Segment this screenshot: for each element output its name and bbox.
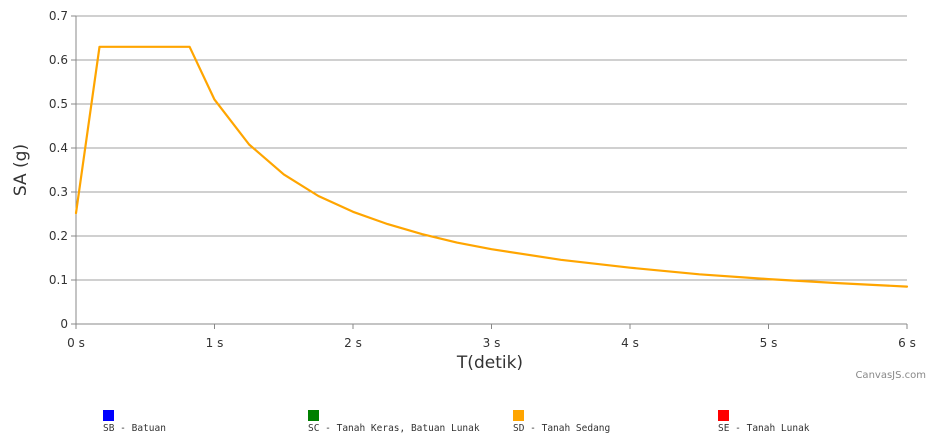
legend-swatch-sb — [103, 410, 114, 421]
legend-label-sd: SD - Tanah Sedang — [513, 423, 611, 434]
legend-label-se: SE - Tanah Lunak — [718, 423, 810, 434]
legend-swatch-sd — [513, 410, 524, 421]
axes — [71, 15, 908, 329]
x-tick-label: 2 s — [344, 336, 362, 350]
series-line-0[interactable] — [74, 45, 909, 288]
y-tick-label: 0.5 — [49, 97, 68, 111]
x-tick-label: 0 s — [67, 336, 85, 350]
legend-swatch-sc — [308, 410, 319, 421]
y-tick-label: 0.4 — [49, 141, 68, 155]
x-axis-title: T(detik) — [456, 353, 523, 373]
y-axis-title: SA (g) — [11, 144, 31, 196]
legend: SB - Batuan SC - Tanah Keras, Batuan Lun… — [0, 410, 928, 445]
grid-lines — [76, 15, 907, 281]
x-tick-label: 6 s — [898, 336, 916, 350]
x-tick-label: 4 s — [621, 336, 639, 350]
y-tick-label: 0.1 — [49, 273, 68, 287]
legend-label-sb: SB - Batuan — [103, 423, 166, 434]
x-tick-label: 5 s — [760, 336, 778, 350]
legend-item-sc[interactable]: SC - Tanah Keras, Batuan Lunak — [308, 410, 483, 434]
y-tick-label: 0.6 — [49, 53, 68, 67]
legend-item-se[interactable]: SE - Tanah Lunak — [718, 410, 888, 434]
legend-label-sc: SC - Tanah Keras, Batuan Lunak — [308, 423, 480, 434]
legend-item-sb[interactable]: SB - Batuan — [103, 410, 273, 434]
tick-labels: 0 0.1 0.2 0.3 0.4 0.5 0.6 0.7 0 s 1 s 2 s 3 s 4 s 5 s… — [49, 9, 916, 350]
x-tick-label: 3 s — [483, 336, 501, 350]
series-layer — [74, 45, 909, 288]
credit-text[interactable]: CanvasJS.com — [855, 370, 926, 381]
y-tick-label: 0.2 — [49, 229, 68, 243]
y-tick-label: 0.3 — [49, 185, 68, 199]
legend-swatch-se — [718, 410, 729, 421]
y-tick-label: 0.7 — [49, 9, 68, 23]
legend-item-sd[interactable]: SD - Tanah Sedang — [513, 410, 683, 434]
y-tick-label: 0 — [60, 317, 68, 331]
x-tick-label: 1 s — [206, 336, 224, 350]
response-spectrum-chart: 0 0.1 0.2 0.3 0.4 0.5 0.6 0.7 0 s 1 s 2 s 3 s 4 s 5 s… — [11, 9, 926, 381]
